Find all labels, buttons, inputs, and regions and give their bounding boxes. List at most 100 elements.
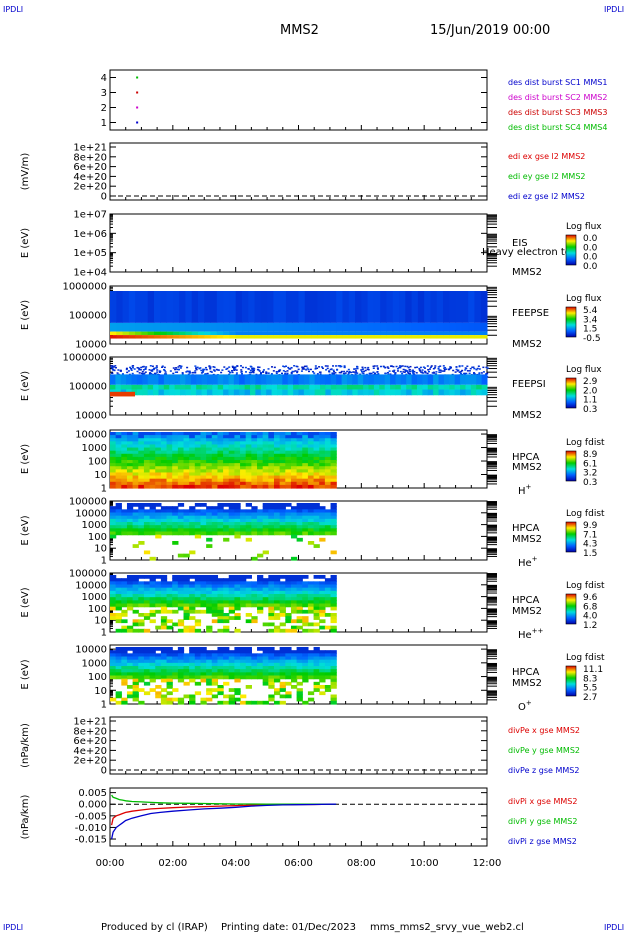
hpca_he-cell [132, 525, 139, 529]
hpca_h-cell [211, 441, 219, 446]
feepsi-cell [309, 384, 316, 390]
feepsi-cell [373, 373, 376, 375]
hpca_hepp-cell [324, 613, 332, 617]
hpca_he-cell [200, 528, 207, 533]
hpca_h-cell [138, 432, 145, 436]
hpca_h-cell [172, 444, 179, 449]
hpca_h-cell [110, 435, 117, 439]
hpca_h-cell [296, 478, 303, 483]
feepsi-cell [303, 365, 306, 368]
feepse-cell [380, 331, 387, 336]
hpca_hepp-cell [296, 581, 303, 586]
hpca_h-cell [143, 450, 151, 455]
hpca_o-colorbar-title: Log fdist [566, 653, 605, 663]
hpca_h-cell [223, 469, 230, 474]
hpca_h-cell [200, 463, 207, 467]
hpca_h-cell [307, 475, 315, 480]
hpca_o-cell [290, 653, 298, 658]
hpca_he-cell [200, 509, 207, 514]
hpca_h-cell [143, 484, 151, 489]
hpca_he-cell [223, 531, 230, 536]
feepse-cell [411, 322, 419, 332]
feepsi-cell [412, 370, 415, 373]
feepsi-cell [126, 374, 133, 385]
feepsi-cell [247, 368, 250, 370]
feepse-cell [185, 331, 193, 336]
hpca_hepp-cell [110, 587, 117, 592]
hpca_o-cell [296, 697, 303, 702]
hpca_h-cell [183, 444, 190, 449]
hpca_h-cell [217, 466, 224, 470]
feepsi-cell [368, 374, 375, 385]
hpca_hepp-cell [155, 609, 162, 614]
hpca_he-cell [177, 509, 185, 514]
hpca_h-cell [257, 469, 264, 474]
hpca_h-cell [183, 450, 190, 455]
hpca_he-cell [172, 541, 179, 545]
feepsi-cell [158, 374, 165, 385]
feepse-cell [386, 335, 394, 339]
feepsi-cell [404, 369, 407, 372]
hpca_he-cell [217, 525, 224, 529]
feepsi-cell [433, 374, 440, 385]
hpca_he-species-label: He+ [518, 555, 538, 569]
feepsi-cell [188, 370, 191, 373]
feepsi-cell [339, 371, 342, 374]
hpca_hepp-cell [234, 600, 241, 605]
hpca_o-cell [211, 688, 219, 692]
hpca_he-cell [234, 528, 241, 533]
hpca_o-cell [279, 685, 286, 689]
hpca_he-cell [115, 518, 122, 523]
hpca_hepp-spectrogram [110, 575, 337, 633]
hpca_hepp-cell [302, 594, 309, 598]
hpca_h-cell [223, 456, 230, 461]
feepsi-cell [411, 370, 414, 373]
feepsi-cell [356, 367, 359, 370]
hpca_o-cell [251, 653, 258, 658]
burst-legend-2: des dist burst SC2 MMS2 [508, 93, 607, 102]
hpca_hepp-cell [166, 609, 173, 614]
divpi-frame [109, 787, 488, 847]
hpca_hepp-cell [189, 597, 196, 601]
hpca_h-cell [228, 460, 236, 464]
feepsi-cell [357, 374, 364, 385]
feepsi-ylabel: E (eV) [20, 371, 31, 401]
hpca_h-cell [313, 438, 320, 442]
hpca_he-cell [183, 512, 190, 517]
hpca_he-cell [262, 550, 269, 555]
hpca_o-cell [251, 659, 258, 664]
hpca_o-cell [307, 650, 315, 654]
hpca_he-cell [211, 522, 219, 526]
hpca_hepp-cell [313, 613, 320, 617]
hpca_h-cell [324, 456, 332, 461]
hpca_he-cell [251, 522, 258, 526]
feepsi-cell [185, 384, 192, 390]
feepse-cell [292, 331, 299, 336]
hpca_o-cell [211, 656, 219, 661]
hpca_hepp-cell [324, 581, 332, 586]
feepsi-cell [282, 374, 289, 385]
hpca_he-cell [217, 528, 224, 533]
hpca_o-cell [228, 675, 236, 680]
hpca_h-cell [240, 463, 247, 467]
hpca_h-cell [194, 456, 202, 461]
hpca_hepp-cell [285, 581, 292, 586]
feepsi-cell [240, 369, 243, 371]
hpca_o-cell [330, 669, 337, 673]
hpca_h-cell [296, 472, 303, 477]
hpca_h-cell [324, 453, 332, 458]
hpca_o-cell [166, 659, 173, 664]
feepsi-cell [427, 384, 434, 390]
hpca_hepp-cell [110, 606, 117, 611]
hpca_h-cell [143, 475, 151, 480]
feepse-cell [267, 331, 274, 336]
feepse-cell [480, 331, 488, 336]
hpca_he-cell [200, 512, 207, 517]
hpca_he-cell [223, 515, 230, 520]
hpca_h-cell [206, 441, 213, 446]
hpca_hepp-cell [217, 584, 224, 589]
hpca_hepp-cell [319, 619, 326, 624]
feepse-cell [430, 331, 438, 336]
feepse-cell [197, 291, 205, 323]
feepsi-cell [161, 366, 164, 368]
